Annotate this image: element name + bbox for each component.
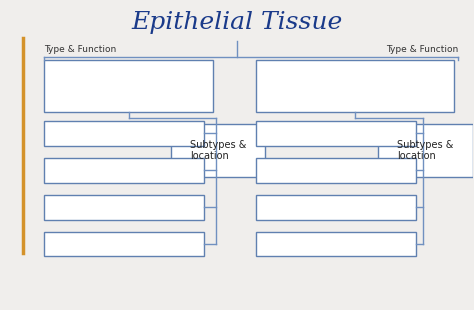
- FancyBboxPatch shape: [256, 121, 416, 146]
- FancyBboxPatch shape: [256, 60, 454, 112]
- FancyBboxPatch shape: [256, 232, 416, 256]
- Text: Type & Function: Type & Function: [386, 45, 458, 54]
- FancyBboxPatch shape: [171, 124, 265, 176]
- FancyBboxPatch shape: [44, 232, 204, 256]
- Text: Subtypes &
location: Subtypes & location: [190, 140, 246, 161]
- FancyBboxPatch shape: [256, 195, 416, 219]
- FancyBboxPatch shape: [44, 158, 204, 183]
- FancyBboxPatch shape: [378, 124, 473, 176]
- FancyBboxPatch shape: [44, 121, 204, 146]
- Text: Subtypes &
location: Subtypes & location: [397, 140, 454, 161]
- FancyBboxPatch shape: [256, 158, 416, 183]
- Text: Epithelial Tissue: Epithelial Tissue: [131, 11, 343, 34]
- FancyBboxPatch shape: [44, 60, 213, 112]
- Text: Type & Function: Type & Function: [44, 45, 116, 54]
- FancyBboxPatch shape: [44, 195, 204, 219]
